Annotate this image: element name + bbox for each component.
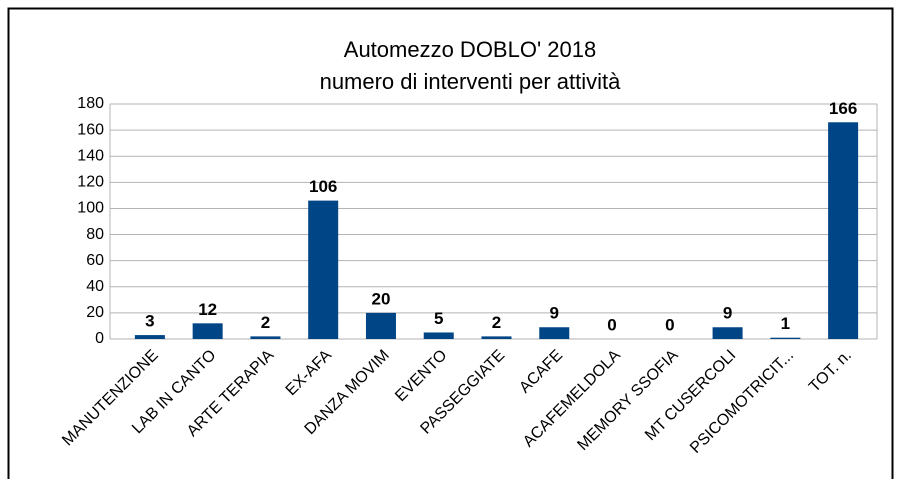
value-label: 5 <box>434 309 443 328</box>
chart-subtitle: numero di interventi per attività <box>320 69 622 94</box>
value-label: 2 <box>261 313 270 332</box>
y-tick-label: 120 <box>77 174 104 191</box>
value-label: 3 <box>145 312 154 331</box>
y-tick-label: 180 <box>77 95 104 112</box>
bar <box>192 323 223 339</box>
value-label: 0 <box>607 315 616 334</box>
y-tick-label: 160 <box>77 121 104 138</box>
value-label: 9 <box>723 304 732 323</box>
y-tick-label: 80 <box>86 226 104 243</box>
bar <box>712 327 743 339</box>
value-label: 2 <box>492 313 501 332</box>
value-label: 106 <box>309 177 337 196</box>
y-tick-label: 0 <box>95 330 104 347</box>
bar <box>770 337 801 339</box>
y-tick-label: 140 <box>77 147 104 164</box>
bar <box>308 200 339 339</box>
chart-title: Automezzo DOBLO' 2018 <box>344 37 596 62</box>
y-tick-label: 60 <box>86 252 104 269</box>
value-label: 0 <box>665 315 674 334</box>
bar <box>423 332 454 339</box>
value-label: 12 <box>198 300 217 319</box>
bar <box>481 336 512 339</box>
bar <box>365 312 396 339</box>
value-label: 20 <box>372 289 391 308</box>
bar <box>134 335 165 339</box>
y-tick-label: 20 <box>86 304 104 321</box>
value-label: 166 <box>829 99 857 118</box>
y-tick-label: 40 <box>86 278 104 295</box>
value-label: 1 <box>781 314 790 333</box>
value-label: 9 <box>550 304 559 323</box>
bar <box>828 122 859 340</box>
bar <box>539 327 570 339</box>
chart-frame <box>7 7 894 479</box>
bar <box>250 336 281 339</box>
y-tick-label: 100 <box>77 200 104 217</box>
